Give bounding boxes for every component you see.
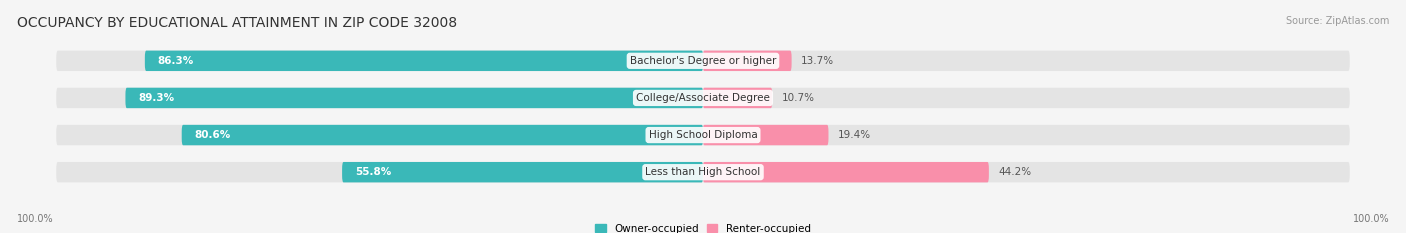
FancyBboxPatch shape (125, 88, 703, 108)
Text: Source: ZipAtlas.com: Source: ZipAtlas.com (1285, 16, 1389, 26)
Text: College/Associate Degree: College/Associate Degree (636, 93, 770, 103)
Text: OCCUPANCY BY EDUCATIONAL ATTAINMENT IN ZIP CODE 32008: OCCUPANCY BY EDUCATIONAL ATTAINMENT IN Z… (17, 16, 457, 30)
Text: 100.0%: 100.0% (1353, 214, 1389, 224)
FancyBboxPatch shape (703, 88, 772, 108)
Text: 80.6%: 80.6% (194, 130, 231, 140)
FancyBboxPatch shape (703, 125, 828, 145)
FancyBboxPatch shape (56, 51, 1350, 71)
FancyBboxPatch shape (145, 51, 703, 71)
Text: 55.8%: 55.8% (356, 167, 391, 177)
FancyBboxPatch shape (56, 125, 1350, 145)
FancyBboxPatch shape (342, 162, 703, 182)
Text: High School Diploma: High School Diploma (648, 130, 758, 140)
Text: Less than High School: Less than High School (645, 167, 761, 177)
Text: 44.2%: 44.2% (998, 167, 1032, 177)
Text: 100.0%: 100.0% (17, 214, 53, 224)
Text: 13.7%: 13.7% (801, 56, 834, 66)
Legend: Owner-occupied, Renter-occupied: Owner-occupied, Renter-occupied (595, 224, 811, 233)
FancyBboxPatch shape (56, 88, 1350, 108)
FancyBboxPatch shape (56, 162, 1350, 182)
Text: 89.3%: 89.3% (138, 93, 174, 103)
Text: 19.4%: 19.4% (838, 130, 872, 140)
FancyBboxPatch shape (181, 125, 703, 145)
Text: Bachelor's Degree or higher: Bachelor's Degree or higher (630, 56, 776, 66)
FancyBboxPatch shape (703, 51, 792, 71)
Text: 10.7%: 10.7% (782, 93, 815, 103)
FancyBboxPatch shape (703, 162, 988, 182)
Text: 86.3%: 86.3% (157, 56, 194, 66)
